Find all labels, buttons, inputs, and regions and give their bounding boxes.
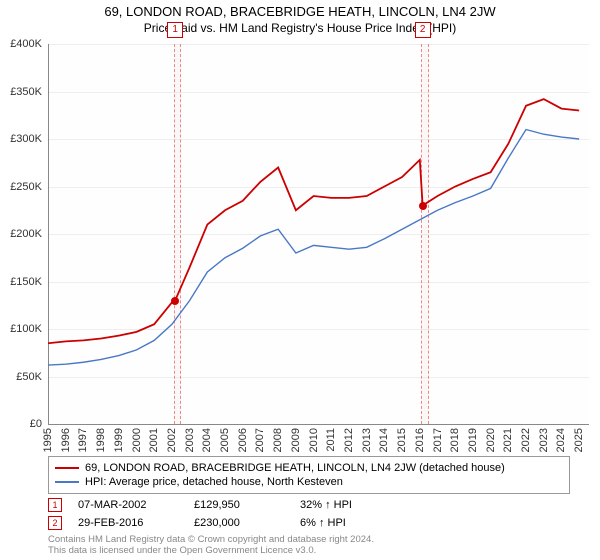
transaction-index-box: 1 <box>167 22 183 38</box>
legend-swatch <box>55 467 79 469</box>
x-tick-label: 2000 <box>131 428 143 452</box>
x-tick-label: 2020 <box>485 428 497 452</box>
x-tick-label: 2019 <box>467 428 479 452</box>
annotation-delta: 32% ↑ HPI <box>300 499 352 511</box>
x-tick-label: 2018 <box>449 428 461 452</box>
chart-title: 69, LONDON ROAD, BRACEBRIDGE HEATH, LINC… <box>0 0 600 19</box>
legend-swatch <box>55 481 79 483</box>
x-tick-label: 2025 <box>573 428 585 452</box>
x-tick-label: 1995 <box>42 428 54 452</box>
annotation-date: 07-MAR-2002 <box>78 499 178 511</box>
x-tick-label: 2002 <box>166 428 178 452</box>
line-canvas <box>48 44 588 424</box>
series-line-hpi <box>48 130 579 366</box>
x-tick-label: 2008 <box>272 428 284 452</box>
x-tick-label: 1996 <box>60 428 72 452</box>
y-tick-label: £350K <box>0 86 42 98</box>
x-tick-label: 2013 <box>361 428 373 452</box>
x-tick-label: 1997 <box>77 428 89 452</box>
x-tick-label: 1998 <box>95 428 107 452</box>
x-tick-label: 1999 <box>113 428 125 452</box>
legend-box: 69, LONDON ROAD, BRACEBRIDGE HEATH, LINC… <box>48 456 570 494</box>
annotation-price: £230,000 <box>194 517 284 529</box>
annotation-index-box: 2 <box>48 516 62 530</box>
y-tick-label: £400K <box>0 38 42 50</box>
legend-item-price-paid: 69, LONDON ROAD, BRACEBRIDGE HEATH, LINC… <box>55 461 563 475</box>
annotation-index-box: 1 <box>48 498 62 512</box>
footer-attribution: Contains HM Land Registry data © Crown c… <box>48 534 374 557</box>
x-tick-label: 2016 <box>414 428 426 452</box>
x-tick-label: 2003 <box>184 428 196 452</box>
x-tick-label: 2012 <box>343 428 355 452</box>
x-tick-label: 2004 <box>201 428 213 452</box>
transaction-annotation-1: 1 07-MAR-2002 £129,950 32% ↑ HPI <box>48 498 568 512</box>
x-tick-label: 2005 <box>219 428 231 452</box>
annotation-delta: 6% ↑ HPI <box>300 517 346 529</box>
x-tick-label: 2015 <box>396 428 408 452</box>
y-tick-label: £200K <box>0 228 42 240</box>
series-line-price_paid <box>48 99 579 343</box>
x-tick-label: 2010 <box>308 428 320 452</box>
x-tick-label: 2014 <box>378 428 390 452</box>
y-tick-label: £300K <box>0 133 42 145</box>
x-tick-label: 2017 <box>432 428 444 452</box>
transaction-dot <box>171 297 179 305</box>
annotation-price: £129,950 <box>194 499 284 511</box>
y-tick-label: £150K <box>0 276 42 288</box>
transaction-annotation-2: 2 29-FEB-2016 £230,000 6% ↑ HPI <box>48 516 568 530</box>
x-tick-label: 2023 <box>538 428 550 452</box>
x-tick-label: 2001 <box>148 428 160 452</box>
x-tick-label: 2009 <box>290 428 302 452</box>
x-tick-label: 2007 <box>254 428 266 452</box>
x-tick-label: 2011 <box>325 428 337 452</box>
legend-item-hpi: HPI: Average price, detached house, Nort… <box>55 475 563 489</box>
x-tick-label: 2021 <box>502 428 514 452</box>
annotation-date: 29-FEB-2016 <box>78 517 178 529</box>
x-tick-label: 2006 <box>237 428 249 452</box>
y-tick-label: £0 <box>0 418 42 430</box>
transaction-index-box: 2 <box>415 22 431 38</box>
chart-subtitle: Price paid vs. HM Land Registry's House … <box>0 19 600 35</box>
y-tick-label: £50K <box>0 371 42 383</box>
y-tick-label: £250K <box>0 181 42 193</box>
footer-line-2: This data is licensed under the Open Gov… <box>48 545 374 556</box>
legend-label: 69, LONDON ROAD, BRACEBRIDGE HEATH, LINC… <box>85 462 505 474</box>
chart-area: £0£50K£100K£150K£200K£250K£300K£350K£400… <box>48 44 588 424</box>
transaction-dot <box>419 202 427 210</box>
x-tick-label: 2022 <box>520 428 532 452</box>
legend-label: HPI: Average price, detached house, Nort… <box>85 476 343 488</box>
y-tick-label: £100K <box>0 323 42 335</box>
footer-line-1: Contains HM Land Registry data © Crown c… <box>48 534 374 545</box>
x-tick-label: 2024 <box>555 428 567 452</box>
